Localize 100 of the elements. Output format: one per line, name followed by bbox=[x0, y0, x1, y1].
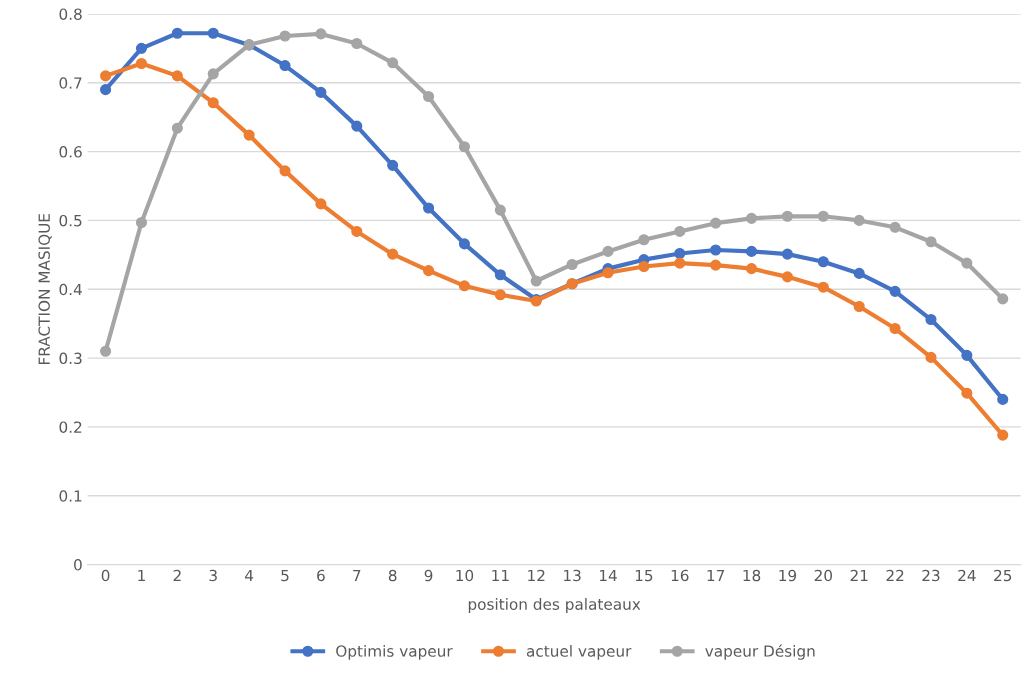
x-tick-label: 16 bbox=[671, 569, 689, 582]
x-tick-label: 20 bbox=[814, 569, 833, 582]
y-tick-label: 0.3 bbox=[59, 352, 82, 365]
point bbox=[961, 257, 973, 269]
point bbox=[387, 248, 399, 260]
x-tick-label: 23 bbox=[922, 569, 940, 582]
point bbox=[674, 257, 686, 269]
point bbox=[135, 216, 148, 229]
point bbox=[638, 234, 650, 246]
point bbox=[171, 70, 183, 82]
point bbox=[494, 269, 506, 281]
x-tick-label: 19 bbox=[779, 569, 797, 582]
point bbox=[781, 248, 793, 260]
x-tick-label: 2 bbox=[173, 569, 181, 582]
y-tick-label: 0.7 bbox=[59, 77, 82, 89]
point bbox=[566, 258, 578, 271]
x-tick-label: 18 bbox=[743, 569, 761, 582]
x-tick-label: 6 bbox=[317, 569, 325, 582]
legend-label: actuel vapeur bbox=[526, 645, 632, 660]
point bbox=[817, 281, 829, 293]
y-tick-label: 0 bbox=[74, 559, 82, 571]
point bbox=[889, 221, 901, 233]
point bbox=[710, 244, 722, 256]
y-tick-label: 0.1 bbox=[59, 490, 82, 502]
point bbox=[602, 245, 614, 257]
point bbox=[387, 57, 399, 69]
point bbox=[351, 120, 363, 132]
x-tick-label: 14 bbox=[599, 569, 617, 582]
x-tick-label: 1 bbox=[138, 569, 145, 582]
legend-label: vapeur Désign bbox=[705, 644, 815, 660]
x-tick-label: 5 bbox=[281, 569, 289, 582]
point bbox=[279, 30, 291, 42]
point bbox=[351, 37, 363, 50]
point bbox=[494, 289, 506, 301]
y-tick-label: 0.6 bbox=[59, 146, 82, 158]
point bbox=[387, 159, 399, 171]
point bbox=[745, 212, 758, 224]
point bbox=[351, 225, 363, 237]
point bbox=[745, 263, 758, 275]
point bbox=[745, 245, 758, 257]
point bbox=[243, 129, 255, 141]
point bbox=[710, 259, 722, 271]
y-tick-label: 0.4 bbox=[59, 283, 82, 296]
point bbox=[171, 122, 183, 134]
x-tick-label: 8 bbox=[388, 569, 397, 582]
point bbox=[530, 275, 542, 287]
point bbox=[889, 285, 901, 297]
point bbox=[315, 28, 327, 40]
x-tick-label: 22 bbox=[886, 569, 904, 582]
y-axis-title: FRACTION MASIQUE bbox=[38, 213, 52, 364]
y-tick-label: 0.5 bbox=[59, 214, 82, 227]
point bbox=[423, 90, 435, 103]
point bbox=[781, 271, 793, 283]
point bbox=[423, 202, 435, 214]
point bbox=[889, 322, 901, 335]
point bbox=[997, 393, 1009, 405]
point bbox=[135, 42, 148, 54]
point bbox=[997, 293, 1009, 305]
x-tick-label: 4 bbox=[245, 569, 254, 582]
point bbox=[853, 300, 865, 313]
legend-label: Optimis vapeur bbox=[336, 645, 453, 660]
point bbox=[674, 247, 686, 260]
point bbox=[135, 57, 148, 70]
point bbox=[315, 86, 327, 98]
x-axis-title: position des palateaux bbox=[468, 598, 641, 613]
point bbox=[423, 265, 435, 277]
point bbox=[925, 351, 937, 363]
point bbox=[100, 84, 112, 96]
point bbox=[674, 225, 686, 237]
point bbox=[781, 210, 793, 222]
point bbox=[494, 204, 506, 216]
point bbox=[853, 214, 865, 226]
point bbox=[602, 267, 614, 279]
point bbox=[925, 236, 937, 248]
point bbox=[853, 267, 865, 279]
point bbox=[279, 165, 291, 177]
point bbox=[458, 280, 471, 292]
point bbox=[817, 256, 829, 268]
x-tick-label: 11 bbox=[492, 569, 509, 582]
point bbox=[207, 27, 219, 39]
y-tick-label: 0.2 bbox=[59, 421, 82, 433]
point bbox=[961, 349, 973, 361]
x-tick-label: 24 bbox=[958, 569, 976, 582]
point bbox=[638, 260, 650, 273]
y-tick-label: 0.8 bbox=[59, 8, 82, 20]
x-tick-label: 0 bbox=[101, 569, 110, 582]
x-tick-label: 17 bbox=[707, 569, 725, 582]
x-tick-label: 10 bbox=[456, 569, 474, 582]
point bbox=[100, 345, 112, 357]
x-tick-label: 13 bbox=[564, 569, 581, 582]
point bbox=[171, 27, 183, 39]
x-tick-label: 3 bbox=[209, 569, 217, 582]
point bbox=[710, 217, 722, 229]
x-tick-label: 25 bbox=[994, 569, 1012, 582]
point bbox=[458, 141, 471, 153]
point bbox=[100, 70, 112, 82]
point bbox=[458, 238, 471, 250]
point bbox=[315, 198, 327, 210]
point bbox=[817, 210, 829, 222]
point bbox=[961, 387, 973, 399]
